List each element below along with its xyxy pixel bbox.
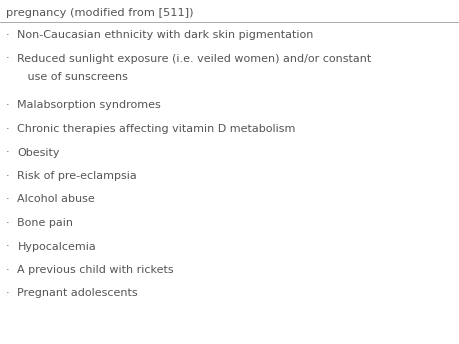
Text: ·: · <box>6 241 9 251</box>
Text: Bone pain: Bone pain <box>17 218 73 228</box>
Text: ·: · <box>6 265 9 275</box>
Text: ·: · <box>6 289 9 299</box>
Text: ·: · <box>6 148 9 158</box>
Text: ·: · <box>6 218 9 228</box>
Text: use of sunscreens: use of sunscreens <box>17 72 129 82</box>
Text: ·: · <box>6 54 9 64</box>
Text: A previous child with rickets: A previous child with rickets <box>17 265 174 275</box>
Text: Obesity: Obesity <box>17 148 60 158</box>
Text: Malabsorption syndromes: Malabsorption syndromes <box>17 100 161 110</box>
Text: ·: · <box>6 100 9 110</box>
Text: ·: · <box>6 194 9 204</box>
Text: ·: · <box>6 171 9 181</box>
Text: ·: · <box>6 124 9 134</box>
Text: Hypocalcemia: Hypocalcemia <box>17 241 96 251</box>
Text: Pregnant adolescents: Pregnant adolescents <box>17 289 138 299</box>
Text: pregnancy (modified from [511]): pregnancy (modified from [511]) <box>6 8 193 18</box>
Text: Non-Caucasian ethnicity with dark skin pigmentation: Non-Caucasian ethnicity with dark skin p… <box>17 30 314 40</box>
Text: Chronic therapies affecting vitamin D metabolism: Chronic therapies affecting vitamin D me… <box>17 124 296 134</box>
Text: Risk of pre-eclampsia: Risk of pre-eclampsia <box>17 171 137 181</box>
Text: ·: · <box>6 30 9 40</box>
Text: Reduced sunlight exposure (i.e. veiled women) and/or constant: Reduced sunlight exposure (i.e. veiled w… <box>17 54 372 64</box>
Text: Alcohol abuse: Alcohol abuse <box>17 194 95 204</box>
